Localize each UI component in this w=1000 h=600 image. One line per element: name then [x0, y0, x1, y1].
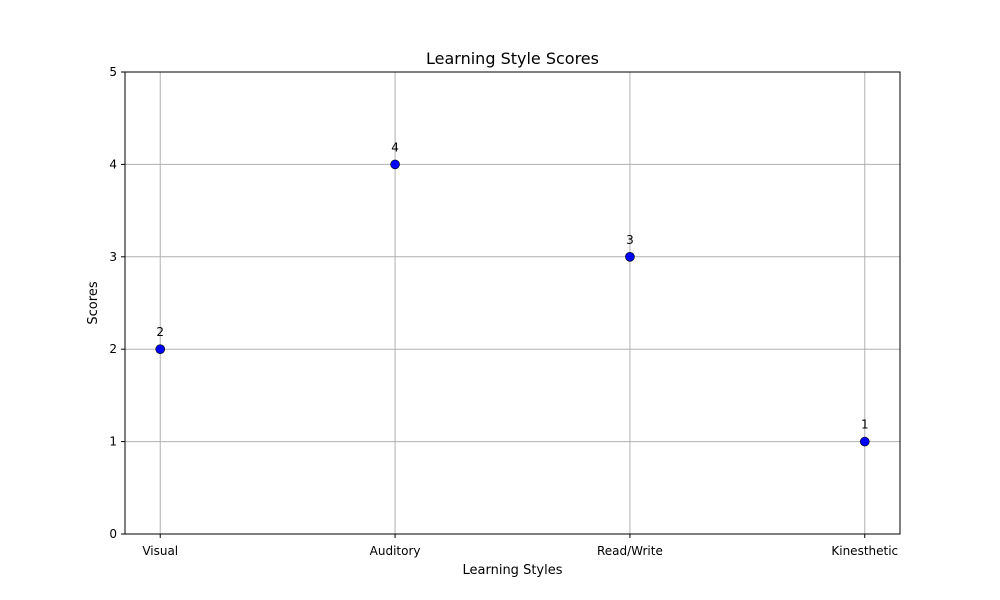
y-tick-label: 1	[109, 435, 117, 449]
x-tick-label: Kinesthetic	[831, 544, 898, 558]
x-axis-label: Learning Styles	[463, 563, 563, 578]
data-point	[390, 159, 400, 170]
data-point	[859, 436, 870, 447]
y-tick-label: 0	[109, 527, 117, 541]
points-layer: 2 4 3 1	[155, 140, 870, 447]
data-label: 2	[156, 325, 164, 339]
y-tick-label: 5	[109, 65, 117, 79]
chart-title: Learning Style Scores	[426, 49, 599, 68]
data-label: 1	[861, 418, 869, 432]
y-tick-label: 3	[109, 250, 117, 264]
data-point	[625, 251, 635, 262]
data-label: 3	[626, 233, 634, 247]
grid-layer	[125, 71, 900, 535]
data-point	[155, 344, 166, 355]
plot-frame	[124, 71, 901, 535]
y-tick-label: 4	[109, 157, 117, 171]
ticks-layer: Visual Auditory Read/Write Kinesthetic 0 1 2 3 4…	[109, 65, 898, 558]
x-tick-label: Visual	[142, 544, 178, 558]
data-label: 4	[391, 140, 399, 154]
x-tick-label: Read/Write	[597, 544, 663, 558]
x-tick-label: Auditory	[370, 544, 421, 558]
y-tick-label: 2	[109, 342, 117, 356]
y-axis-label: Scores	[86, 281, 101, 324]
